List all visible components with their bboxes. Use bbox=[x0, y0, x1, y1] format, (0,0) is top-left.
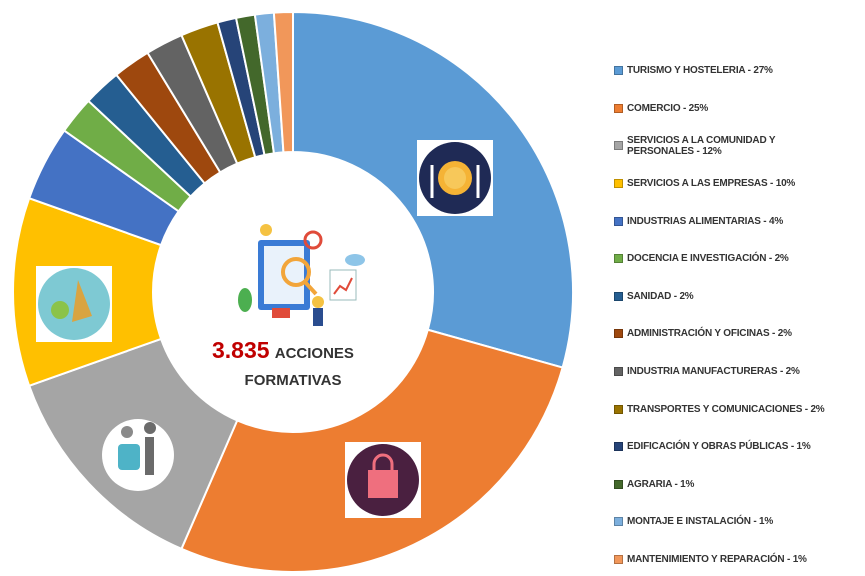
legend-swatch bbox=[614, 479, 623, 489]
legend-item: ADMINISTRACIÓN Y OFICINAS - 2% bbox=[614, 315, 865, 353]
legend-label: EDIFICACIÓN Y OBRAS PÚBLICAS - 1% bbox=[627, 441, 811, 453]
legend-item: SANIDAD - 2% bbox=[614, 278, 865, 316]
legend-item: INDUSTRIA MANUFACTURERAS - 2% bbox=[614, 353, 865, 391]
legend-label: TURISMO Y HOSTELERIA - 27% bbox=[627, 65, 773, 77]
legend-label: INDUSTRIAS ALIMENTARIAS - 4% bbox=[627, 215, 784, 227]
center-number: 3.835 bbox=[212, 337, 270, 363]
legend-item: INDUSTRIAS ALIMENTARIAS - 4% bbox=[614, 202, 865, 240]
legend-swatch bbox=[614, 179, 623, 189]
legend-swatch bbox=[614, 103, 623, 113]
icon-food bbox=[417, 140, 493, 216]
legend-label: INDUSTRIA MANUFACTURERAS - 2% bbox=[627, 366, 800, 378]
center-text: ACCIONES bbox=[275, 345, 354, 362]
legend-item: COMERCIO - 25% bbox=[614, 90, 865, 128]
legend-item: MONTAJE E INSTALACIÓN - 1% bbox=[614, 503, 865, 541]
legend-item: TRANSPORTES Y COMUNICACIONES - 2% bbox=[614, 390, 865, 428]
legend-swatch bbox=[614, 442, 623, 452]
legend-item: DOCENCIA E INVESTIGACIÓN - 2% bbox=[614, 240, 865, 278]
legend-label: SERVICIOS A LAS EMPRESAS - 10% bbox=[627, 178, 796, 190]
legend-item: MANTENIMIENTO Y REPARACIÓN - 1% bbox=[614, 541, 865, 576]
legend-swatch bbox=[614, 216, 623, 226]
legend-label: SERVICIOS A LA COMUNIDAD Y PERSONALES - … bbox=[627, 134, 776, 157]
legend-swatch bbox=[614, 141, 623, 151]
legend-label: AGRARIA - 1% bbox=[627, 478, 695, 490]
legend-label: ADMINISTRACIÓN Y OFICINAS - 2% bbox=[627, 328, 792, 340]
legend-swatch bbox=[614, 555, 623, 565]
icon-care bbox=[102, 419, 174, 491]
legend-item: AGRARIA - 1% bbox=[614, 466, 865, 504]
legend-swatch bbox=[614, 66, 623, 76]
legend-item: TURISMO Y HOSTELERIA - 27% bbox=[614, 52, 865, 90]
legend-label: TRANSPORTES Y COMUNICACIONES - 2% bbox=[627, 403, 825, 415]
legend-swatch bbox=[614, 404, 623, 414]
legend-label: COMERCIO - 25% bbox=[627, 102, 709, 114]
legend-swatch bbox=[614, 517, 623, 527]
legend-item: SERVICIOS A LA COMUNIDAD Y PERSONALES - … bbox=[614, 127, 865, 165]
legend-label: SANIDAD - 2% bbox=[627, 290, 694, 302]
legend-swatch bbox=[614, 291, 623, 301]
legend-label: MANTENIMIENTO Y REPARACIÓN - 1% bbox=[627, 554, 807, 566]
legend-swatch bbox=[614, 254, 623, 264]
center-illustration bbox=[238, 224, 365, 326]
legend-label: MONTAJE E INSTALACIÓN - 1% bbox=[627, 516, 774, 528]
legend-swatch bbox=[614, 329, 623, 339]
legend-swatch bbox=[614, 367, 623, 377]
chart: 3.835 ACCIONES FORMATIVAS bbox=[12, 10, 574, 573]
legend-item: EDIFICACIÓN Y OBRAS PÚBLICAS - 1% bbox=[614, 428, 865, 466]
icon-cleaning bbox=[36, 266, 112, 342]
legend-item: SERVICIOS A LAS EMPRESAS - 10% bbox=[614, 165, 865, 203]
legend: TURISMO Y HOSTELERIA - 27% COMERCIO - 25%… bbox=[614, 52, 865, 576]
icon-shop bbox=[345, 442, 421, 518]
center-text: FORMATIVAS bbox=[245, 372, 342, 389]
legend-label: DOCENCIA E INVESTIGACIÓN - 2% bbox=[627, 253, 789, 265]
